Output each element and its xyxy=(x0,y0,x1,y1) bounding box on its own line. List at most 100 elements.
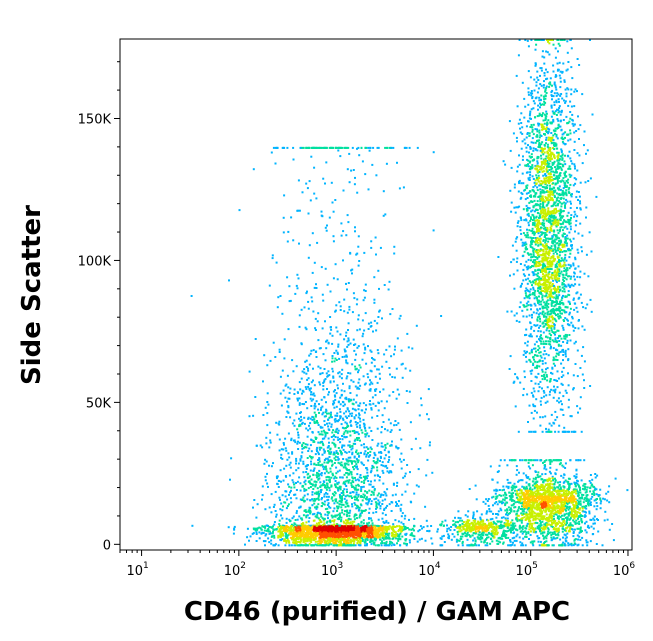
event-point xyxy=(312,473,315,476)
event-point xyxy=(292,537,295,540)
event-point xyxy=(354,343,357,346)
event-point xyxy=(351,480,354,482)
event-point xyxy=(311,491,314,494)
event-point xyxy=(596,474,599,477)
event-point xyxy=(290,216,293,219)
event-point xyxy=(566,488,569,491)
event-point xyxy=(509,498,512,501)
event-point xyxy=(280,448,283,451)
event-point xyxy=(574,483,577,486)
event-point xyxy=(391,463,394,466)
event-point xyxy=(426,530,429,532)
event-point xyxy=(339,403,342,406)
event-point xyxy=(333,443,336,446)
event-point xyxy=(510,492,513,495)
event-point xyxy=(313,544,316,547)
event-point xyxy=(292,541,295,544)
event-point xyxy=(287,411,290,414)
event-point xyxy=(377,401,380,404)
event-point xyxy=(318,146,321,149)
event-point xyxy=(352,491,355,494)
event-point xyxy=(525,503,528,506)
event-point xyxy=(321,442,324,445)
event-point xyxy=(538,526,541,529)
event-point xyxy=(337,489,340,492)
event-point xyxy=(340,377,343,380)
event-point xyxy=(563,507,566,510)
event-point xyxy=(339,495,341,498)
event-point xyxy=(278,519,281,522)
event-point xyxy=(302,532,305,535)
event-point xyxy=(332,210,335,213)
event-point xyxy=(336,278,339,281)
event-point xyxy=(345,361,348,364)
event-point xyxy=(329,452,332,455)
event-point xyxy=(355,451,357,454)
event-point xyxy=(318,433,321,436)
event-point xyxy=(373,489,376,492)
event-point xyxy=(332,240,335,243)
event-point xyxy=(314,436,317,439)
event-point xyxy=(277,486,280,488)
event-point xyxy=(388,146,391,149)
event-point xyxy=(355,529,358,531)
event-point xyxy=(316,476,318,479)
event-point xyxy=(373,301,376,304)
event-point xyxy=(309,512,312,515)
event-point xyxy=(332,525,334,528)
event-point xyxy=(375,497,378,500)
event-point xyxy=(373,537,376,540)
event-point xyxy=(352,338,355,341)
event-point xyxy=(359,439,361,442)
event-point xyxy=(342,466,345,469)
event-point xyxy=(286,536,289,539)
event-point xyxy=(345,331,348,334)
event-point xyxy=(588,512,591,515)
event-point xyxy=(313,499,316,502)
event-point xyxy=(321,440,324,443)
event-point xyxy=(351,503,353,506)
event-point xyxy=(270,542,273,545)
event-point xyxy=(372,358,375,361)
event-point xyxy=(394,519,397,522)
event-point xyxy=(337,525,339,527)
event-point xyxy=(567,513,570,516)
event-point xyxy=(325,533,328,536)
event-point xyxy=(335,304,338,307)
event-point xyxy=(280,480,282,483)
event-point xyxy=(343,355,346,358)
event-point xyxy=(552,544,555,547)
event-point xyxy=(278,449,281,452)
event-point xyxy=(341,499,343,502)
event-point xyxy=(308,509,311,512)
event-point xyxy=(337,429,340,432)
event-point xyxy=(381,414,384,417)
event-point xyxy=(361,335,364,338)
event-point xyxy=(301,528,304,531)
event-point xyxy=(296,287,299,290)
event-point xyxy=(277,544,280,547)
event-point xyxy=(357,416,360,419)
event-point xyxy=(307,537,310,540)
event-point xyxy=(589,540,592,543)
event-point xyxy=(345,499,348,502)
event-point xyxy=(400,438,403,441)
event-point xyxy=(306,187,309,190)
event-point xyxy=(299,541,302,544)
event-point xyxy=(308,387,311,390)
event-point xyxy=(355,463,358,466)
event-point xyxy=(595,501,598,504)
event-point xyxy=(379,476,381,479)
event-point xyxy=(341,529,344,532)
event-point xyxy=(397,504,400,507)
event-point xyxy=(496,495,499,498)
event-point xyxy=(338,518,340,521)
event-point xyxy=(341,495,343,498)
event-point xyxy=(393,544,396,546)
event-point xyxy=(398,525,401,528)
event-point xyxy=(380,464,383,467)
event-point xyxy=(386,470,389,473)
event-point xyxy=(318,403,320,406)
event-point xyxy=(312,416,315,419)
event-point xyxy=(383,542,386,545)
